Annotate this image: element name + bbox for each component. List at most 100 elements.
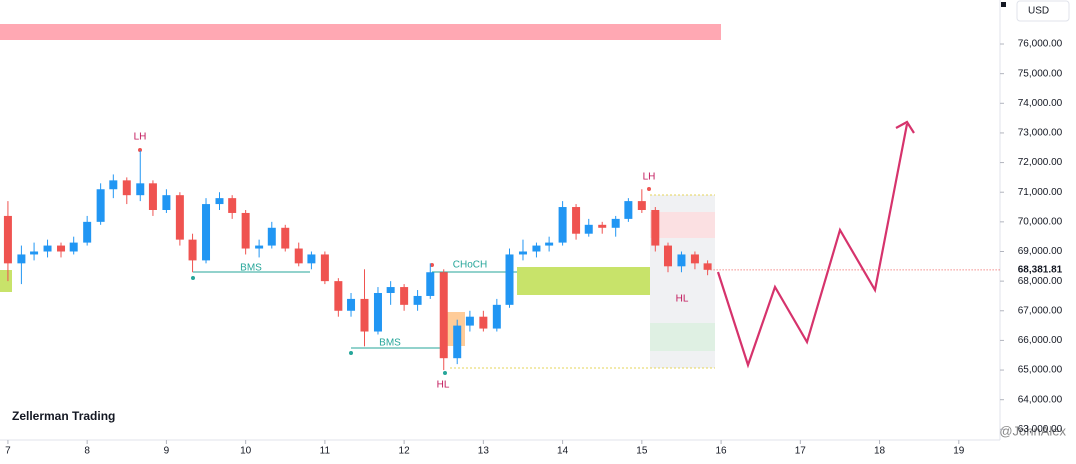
pivot-dot — [647, 187, 651, 191]
y-tick-label: 65,000.00 — [1018, 365, 1063, 376]
candle-body — [202, 204, 211, 261]
y-tick-label: 76,000.00 — [1018, 39, 1063, 50]
last-price-label: 68,381.81 — [1018, 264, 1063, 275]
candle-body — [57, 245, 66, 252]
candle-body — [320, 254, 329, 282]
pivot-dot — [430, 263, 434, 267]
candle-body — [386, 287, 395, 293]
x-tick-label: 9 — [164, 446, 170, 457]
y-tick-label: 70,000.00 — [1018, 216, 1063, 227]
annotation: CHoCH — [453, 260, 487, 271]
candle-body — [479, 316, 488, 329]
candle-body — [162, 195, 171, 210]
x-tick-label: 16 — [716, 446, 728, 457]
candle-body — [188, 239, 197, 261]
candle-body — [241, 212, 250, 249]
x-tick-label: 11 — [320, 446, 331, 457]
candle-body — [703, 263, 712, 270]
y-tick-label: 68,000.00 — [1018, 276, 1063, 287]
candle-body — [3, 215, 12, 264]
menu-icon[interactable] — [1001, 2, 1006, 7]
annotation: HL — [676, 294, 689, 305]
candle-body — [175, 195, 184, 240]
demand-zone — [517, 267, 655, 295]
candle-body — [148, 183, 157, 210]
annotation: LH — [134, 132, 147, 143]
demand-zone-left — [0, 270, 12, 292]
candle-body — [122, 180, 131, 196]
candle-body — [294, 248, 303, 264]
supply-zone — [0, 24, 721, 40]
y-tick-label: 66,000.00 — [1018, 335, 1063, 346]
candle-body — [307, 254, 316, 264]
candle-body — [677, 254, 686, 267]
candle-body — [465, 316, 474, 326]
x-tick-label: 8 — [84, 446, 90, 457]
candles — [3, 150, 712, 371]
candle-body — [426, 272, 435, 296]
candle-body — [360, 298, 369, 332]
x-tick-label: 15 — [636, 446, 648, 457]
x-tick-label: 7 — [5, 446, 11, 457]
x-tick-label: 10 — [240, 446, 252, 457]
watermark: Zellerman Trading — [12, 409, 115, 423]
annotation: HL — [437, 380, 450, 391]
annotation: BMS — [240, 263, 262, 274]
x-tick-label: 17 — [795, 446, 807, 457]
x-tick-label: 13 — [478, 446, 490, 457]
candle-body — [30, 251, 39, 255]
candle-body — [109, 180, 118, 190]
pivot-dot — [191, 276, 195, 280]
x-tick-label: 14 — [557, 446, 569, 457]
pivot-dot — [443, 371, 447, 375]
currency-button[interactable] — [1016, 0, 1070, 22]
candle-body — [413, 295, 422, 305]
y-tick-label: 69,000.00 — [1018, 246, 1063, 257]
candle-body — [83, 221, 92, 243]
y-tick-label: 63,000.00 — [1018, 424, 1063, 435]
forecast-arrowhead — [895, 120, 915, 134]
candle-body — [637, 201, 646, 210]
candle-body — [532, 245, 541, 252]
candle-body — [334, 281, 343, 311]
candle-body — [347, 298, 356, 311]
candle-body — [518, 251, 527, 255]
candle-body — [281, 227, 290, 249]
y-tick-label: 72,000.00 — [1018, 157, 1063, 168]
candle-body — [611, 218, 620, 228]
credit: @JohnAlex — [999, 423, 1066, 438]
x-tick-label: 12 — [399, 446, 411, 457]
candle-body — [651, 209, 660, 246]
stop-box — [650, 323, 715, 351]
pivot-dot — [138, 148, 142, 152]
pivot-dot — [349, 351, 353, 355]
candle-body — [505, 254, 514, 305]
annotation: BMS — [379, 338, 401, 349]
candle-body — [43, 245, 52, 252]
y-tick-label: 71,000.00 — [1018, 187, 1063, 198]
forecast-path — [716, 123, 909, 369]
candle-body — [228, 198, 237, 213]
candle-body — [373, 292, 382, 332]
y-tick-label: 64,000.00 — [1018, 394, 1063, 405]
candle-body — [255, 245, 264, 249]
candle-body — [598, 224, 607, 228]
y-tick-label: 74,000.00 — [1018, 98, 1063, 109]
candle-body — [267, 227, 276, 246]
candle-body — [439, 272, 448, 359]
y-tick-label: 75,000.00 — [1018, 68, 1063, 79]
candle-body — [690, 254, 699, 264]
candle-body — [400, 287, 409, 305]
candle-body — [17, 254, 26, 264]
candle-body — [584, 224, 593, 234]
candle-body — [215, 198, 224, 205]
candle-body — [624, 201, 633, 219]
y-tick-label: 67,000.00 — [1018, 305, 1063, 316]
x-tick-label: 19 — [953, 446, 965, 457]
candle-body — [96, 189, 105, 222]
candle-body — [453, 325, 462, 359]
candle-body — [136, 183, 145, 196]
candle-body — [545, 242, 554, 246]
